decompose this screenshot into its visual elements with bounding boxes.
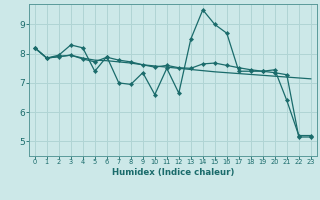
X-axis label: Humidex (Indice chaleur): Humidex (Indice chaleur) [112,168,234,177]
